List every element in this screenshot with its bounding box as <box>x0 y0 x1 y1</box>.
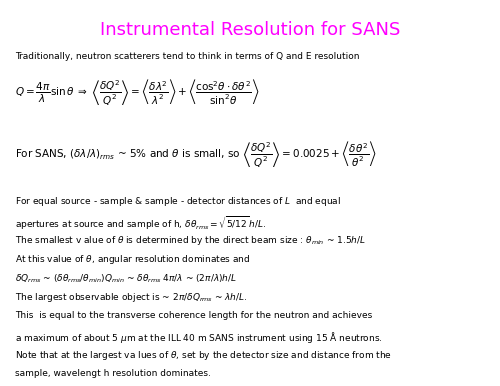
Text: For SANS, $(\delta\lambda/\lambda)_{rms}$ ~ 5% and $\theta$ is small, so $\left\: For SANS, $(\delta\lambda/\lambda)_{rms}… <box>15 139 377 169</box>
Text: For equal source - sample & sample - detector distances of $L$  and equal: For equal source - sample & sample - det… <box>15 195 341 208</box>
Text: $\delta Q_{rms}$ ~ $(\delta\theta_{rms}/\theta_{min})Q_{min}$ ~ $\delta\theta_{r: $\delta Q_{rms}$ ~ $(\delta\theta_{rms}/… <box>15 272 237 284</box>
Text: Instrumental Resolution for SANS: Instrumental Resolution for SANS <box>100 21 400 39</box>
Text: The smallest v alue of $\theta$ is determined by the direct beam size : $\theta_: The smallest v alue of $\theta$ is deter… <box>15 234 366 247</box>
Text: Traditionally, neutron scatterers tend to think in terms of Q and E resolution: Traditionally, neutron scatterers tend t… <box>15 52 360 61</box>
Text: At this value of $\theta$, angular resolution dominates and: At this value of $\theta$, angular resol… <box>15 253 250 266</box>
Text: sample, wavelengt h resolution dominates.: sample, wavelengt h resolution dominates… <box>15 369 211 378</box>
Text: The largest observable object is ~ $2\pi/\delta Q_{rms}$ ~ $\lambda h / L$.: The largest observable object is ~ $2\pi… <box>15 291 247 305</box>
Text: This  is equal to the transverse coherence length for the neutron and achieves: This is equal to the transverse coherenc… <box>15 311 372 320</box>
Text: $Q = \dfrac{4\pi}{\lambda}\sin\theta \;\Rightarrow\; \left\langle\dfrac{\delta Q: $Q = \dfrac{4\pi}{\lambda}\sin\theta \;\… <box>15 77 260 107</box>
Text: Note that at the largest va lues of $\theta$, set by the detector size and dista: Note that at the largest va lues of $\th… <box>15 349 392 362</box>
Text: apertures at source and sample of h, $\delta\theta_{rms} = \sqrt{5/12}\,h/L.$: apertures at source and sample of h, $\d… <box>15 214 266 232</box>
Text: a maximum of about 5 $\mu$m at the ILL 40 m SANS instrument using 15 Å neutrons.: a maximum of about 5 $\mu$m at the ILL 4… <box>15 330 382 345</box>
